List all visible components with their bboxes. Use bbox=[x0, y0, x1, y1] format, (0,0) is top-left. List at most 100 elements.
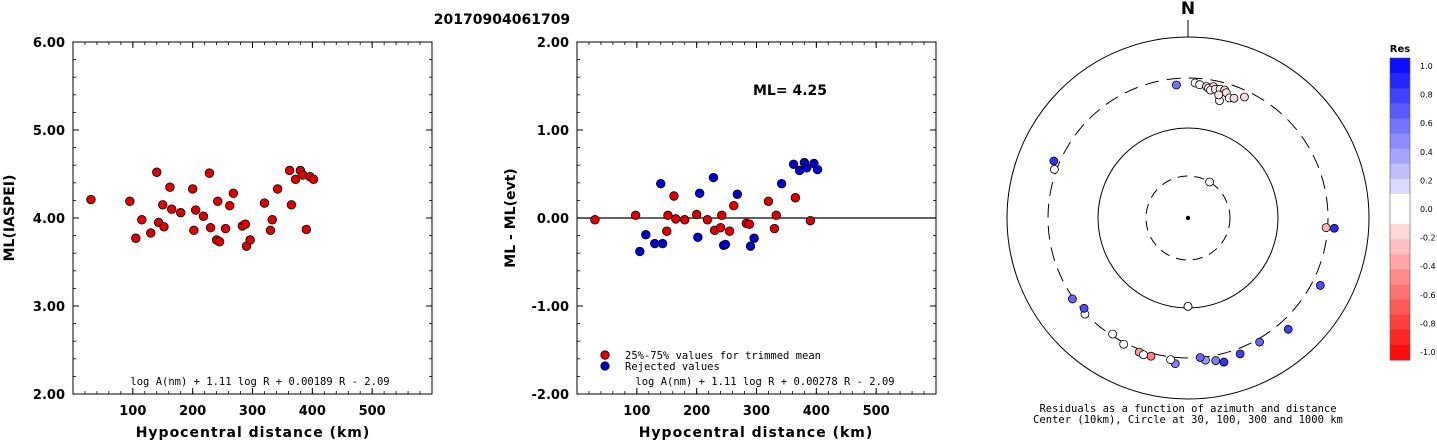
panel2-data-point bbox=[656, 178, 666, 189]
panel1-ytick-label: 6.00 bbox=[33, 36, 65, 51]
panel1-data-point bbox=[225, 200, 235, 211]
polar-data-point bbox=[1321, 223, 1331, 233]
panel1-data-point bbox=[214, 237, 225, 247]
panel2-data-point bbox=[717, 210, 727, 221]
polar-data-point bbox=[1119, 339, 1129, 349]
colorbar-tick-label: 0.4 bbox=[1420, 148, 1433, 157]
polar-data-point bbox=[1315, 281, 1325, 290]
panel1-data-point bbox=[308, 174, 319, 184]
colorbar-tick-label: -0.8 bbox=[1420, 319, 1436, 328]
polar-data-point bbox=[1240, 92, 1249, 102]
colorbar-cells bbox=[1390, 58, 1410, 361]
panel1-data-point bbox=[213, 196, 223, 206]
panel1-data-point bbox=[286, 200, 297, 210]
panel1-xtick-label: 100 bbox=[119, 404, 146, 419]
panel1-xtick-label: 200 bbox=[179, 404, 206, 419]
panel1-data-point bbox=[158, 200, 168, 210]
colorbar-cell bbox=[1390, 314, 1410, 331]
panel2-data-point bbox=[694, 188, 705, 199]
colorbar-cell bbox=[1390, 73, 1410, 89]
polar-data-point bbox=[1283, 324, 1293, 334]
panel1-data-point bbox=[187, 184, 198, 194]
panel2-data-point bbox=[669, 191, 679, 201]
panel1-data-point bbox=[159, 222, 169, 232]
panel2-data-point bbox=[802, 163, 812, 173]
ring-1000km bbox=[1006, 36, 1370, 400]
ml-distance-panel: ML(IASPEI) Hypocentral distance (km) log… bbox=[2, 36, 433, 441]
colorbar-cell bbox=[1390, 329, 1410, 346]
panel2-data-point bbox=[732, 189, 743, 199]
colorbar-title: Res bbox=[1390, 44, 1410, 55]
panel1-data-point bbox=[284, 165, 295, 176]
panel2-data-point bbox=[812, 164, 823, 175]
colorbar-cell bbox=[1390, 163, 1410, 180]
polar-data-point bbox=[1079, 303, 1089, 313]
panel1-xtick-label: 500 bbox=[359, 404, 386, 419]
colorbar-tick-label: 0.6 bbox=[1420, 119, 1433, 128]
ring-30km bbox=[1145, 175, 1231, 261]
polar-points bbox=[1049, 78, 1339, 369]
polar-data-point bbox=[1211, 356, 1221, 365]
panel2-xtick-label: 200 bbox=[683, 404, 710, 419]
polar-data-point bbox=[1166, 355, 1176, 365]
colorbar-cell bbox=[1390, 254, 1410, 270]
panel2-data-point bbox=[657, 238, 668, 249]
panel2-xtick-label: 500 bbox=[863, 404, 890, 419]
residual-distance-panel: ML - ML(evt) Hypocentral distance (km) M… bbox=[503, 36, 937, 441]
panel1-data-point bbox=[267, 215, 277, 225]
panel2-ytick-label: -2.00 bbox=[532, 388, 569, 403]
panel1-points bbox=[86, 165, 319, 251]
panel2-data-point bbox=[805, 215, 816, 226]
panel2-data-point bbox=[715, 222, 726, 233]
panel1-ytick-label: 2.00 bbox=[33, 388, 65, 403]
legend-marker-trimmed bbox=[600, 350, 610, 360]
panel2-data-point bbox=[745, 241, 756, 251]
polar-caption-line2: Center (10km), Circle at 30, 100, 300 an… bbox=[1033, 414, 1343, 426]
colorbar-cell bbox=[1390, 344, 1410, 361]
panel2-data-point bbox=[788, 159, 799, 170]
colorbar-cell bbox=[1390, 269, 1410, 285]
colorbar-cell bbox=[1390, 284, 1410, 301]
polar-data-point bbox=[1229, 93, 1239, 103]
panel1-data-point bbox=[175, 208, 186, 218]
north-label: N bbox=[1181, 0, 1195, 19]
panel2-data-point bbox=[630, 210, 641, 221]
polar-caption-line1: Residuals as a function of azimuth and d… bbox=[1039, 403, 1336, 415]
colorbar-cell bbox=[1390, 239, 1410, 255]
legend-label-trimmed: 25%-75% values for trimmed mean bbox=[625, 350, 821, 362]
polar-data-point bbox=[1219, 357, 1229, 367]
panel2-data-point bbox=[749, 233, 759, 243]
panel1-frame bbox=[72, 41, 433, 395]
panel2-ytick-label: 0.00 bbox=[537, 212, 569, 227]
panel2-data-point bbox=[776, 178, 787, 189]
panel2-data-point bbox=[720, 239, 731, 250]
panel1-data-point bbox=[190, 205, 201, 215]
colorbar-cell bbox=[1390, 193, 1410, 210]
panel2-xtick-label: 300 bbox=[743, 404, 770, 419]
panel2-data-point bbox=[790, 193, 801, 203]
panel1-data-point bbox=[131, 233, 141, 243]
panel2-formula: log A(nm) + 1.11 log R + 0.00278 R - 2.0… bbox=[635, 376, 894, 388]
figure-title: 20170904061709 bbox=[434, 12, 570, 28]
panel2-data-point bbox=[693, 232, 703, 243]
panel1-data-point bbox=[220, 223, 231, 234]
panel2-data-point bbox=[771, 210, 781, 221]
panel2-data-point bbox=[769, 223, 780, 234]
panel1-formula: log A(nm) + 1.11 log R + 0.00189 R - 2.0… bbox=[130, 376, 389, 388]
panel2-data-point bbox=[590, 215, 600, 225]
panel2-ytick-label: 1.00 bbox=[537, 124, 569, 139]
panel1-data-point bbox=[228, 188, 239, 199]
colorbar-cell bbox=[1390, 178, 1410, 195]
panel2-data-point bbox=[708, 172, 719, 183]
panel1-data-point bbox=[301, 224, 312, 235]
panel1-data-point bbox=[204, 168, 215, 178]
polar-data-point bbox=[1139, 350, 1148, 360]
colorbar-tick-label: 1.0 bbox=[1420, 62, 1433, 71]
polar-data-point bbox=[1183, 301, 1193, 311]
panel2-y-axis-label: ML - ML(evt) bbox=[503, 168, 519, 267]
colorbar-tick-label: -0.6 bbox=[1420, 291, 1436, 300]
panel1-ticks: 2.00 3.00 4.00 5.00 6.00 100 200 300 400 500 bbox=[33, 36, 432, 419]
colorbar-cell bbox=[1390, 209, 1410, 225]
colorbar-frame bbox=[1389, 57, 1411, 361]
polar-data-point bbox=[1049, 156, 1059, 166]
